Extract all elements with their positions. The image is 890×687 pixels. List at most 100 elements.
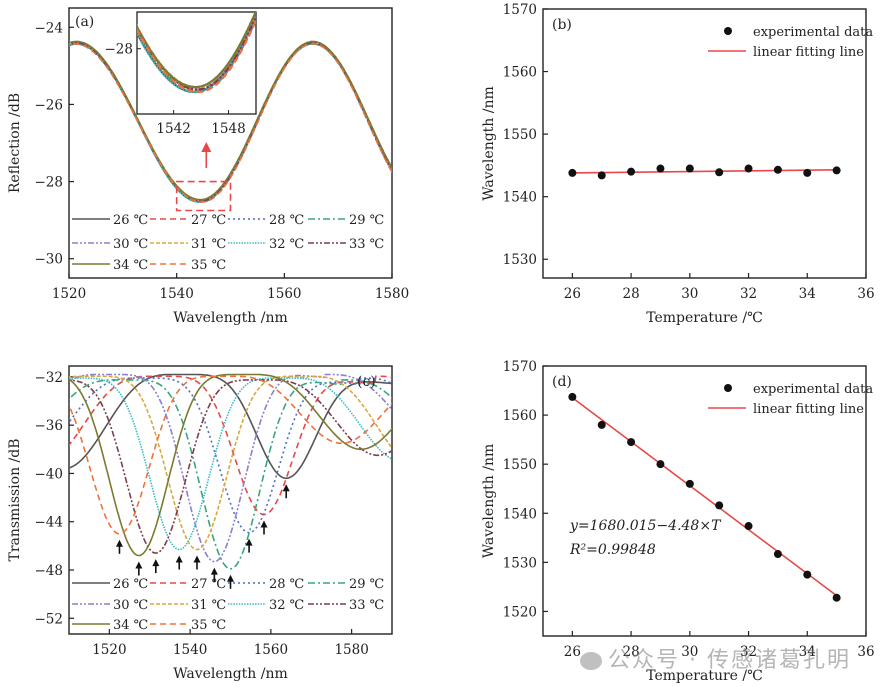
data-point [832,593,841,602]
y-tick-label: 1560 [503,65,537,81]
legend-label: 26 ℃ [113,213,148,228]
y-tick-label: 1530 [503,252,537,268]
legend-label: 34 ℃ [113,618,148,633]
y-tick-label: 1550 [503,127,537,143]
legend-label: 30 ℃ [113,598,148,613]
series-line-30 [69,373,392,563]
data-point [627,167,636,176]
wechat-icon [580,652,602,670]
x-tick-label: 26 [564,644,581,660]
y-axis-title: Reflection /dB [7,93,23,193]
plot-frame [68,7,393,279]
data-point [656,164,665,173]
data-point [568,392,577,401]
y-tick-label: 1570 [503,2,537,18]
data-point [685,164,694,173]
legend-label: 35 ℃ [191,618,226,633]
data-point [744,164,753,173]
inset-series-line [137,13,256,91]
panel-a: 1520 1540 1560 1580 −24 −26 −28 −30 Wavelength /… [7,7,409,326]
x-axis-title: Wavelength /nm [173,310,288,326]
dip-arrow-head [245,538,253,546]
data-point [715,501,724,510]
zoom-highlight-box [175,180,232,212]
dip-arrow-head [152,559,160,567]
dip-arrow-head [135,561,143,569]
dip-arrow-head [260,520,268,528]
data-point [773,165,782,174]
legend-label: 29 ℃ [349,577,384,592]
y-tick-label: 1530 [503,555,537,571]
series-line-26 [69,373,392,480]
x-tick-label: 1540 [159,286,193,302]
dip-arrow-head [282,484,290,492]
panel-label: (a) [75,14,94,30]
data-point [832,166,841,175]
y-tick-label: −28 [35,175,64,191]
y-tick-label: −52 [35,611,64,627]
panel-label: (c) [357,374,376,390]
data-point [803,168,812,177]
x-tick-label: 36 [857,286,874,302]
plot-frame [542,8,867,279]
x-tick-label: 1580 [334,642,368,658]
x-tick-label: 32 [740,644,757,660]
x-tick-label: 30 [681,286,698,302]
y-axis-title: Wavelength /nm [481,86,497,201]
data-point [803,570,812,579]
x-axis-title: Wavelength /nm [173,666,288,682]
legend-label: 27 ℃ [191,213,226,228]
series-group [69,40,392,203]
x-tick-label: 28 [622,286,639,302]
inset: 1542 1548 −28 [105,11,257,137]
series-line-32 [69,377,392,551]
y-axis-title: Wavelength /nm [481,444,497,559]
series-line-35 [69,43,392,203]
y-tick-label: −32 [35,370,64,386]
zoom-arrow-head [201,142,212,152]
legend-marker-experimental [724,27,732,35]
series-line-28 [69,377,392,534]
y-tick-label: 1570 [503,359,537,375]
legend-label: 32 ℃ [269,598,304,613]
dip-arrow-head [175,555,183,563]
legend-label: 35 ℃ [191,258,226,273]
panel-label: (b) [552,17,572,33]
dip-arrow-head [227,574,234,582]
y-tick-label: 1550 [503,457,537,473]
x-tick-label: 34 [799,286,816,302]
data-point [627,438,636,447]
series-line-27 [69,375,392,516]
series-line-34 [69,40,392,201]
y-tick-label: 1540 [503,190,537,206]
inset-x-tick-label: 1548 [211,121,245,137]
y-tick-label: −44 [35,515,64,531]
legend-label: 31 ℃ [191,237,226,252]
legend-label: 31 ℃ [191,598,226,613]
inset-x-tick-label: 1542 [156,121,190,137]
inset-series-line [137,12,256,94]
x-tick-label: 1580 [375,286,409,302]
data-point [773,550,782,559]
legend-label: 27 ℃ [191,577,226,592]
panel-label: (d) [552,374,572,390]
y-tick-label: 1540 [503,506,537,522]
y-tick-label: −48 [35,563,64,579]
legend-marker-experimental [724,384,732,392]
panel-c: 1520 1540 1560 1580 −32 −36 −40 −44 −48 −52 Wavele… [7,365,393,682]
x-tick-label: 32 [740,286,757,302]
legend-label: 33 ℃ [349,598,384,613]
data-point [744,522,753,531]
x-tick-label: 26 [564,286,581,302]
data-point [568,168,577,177]
plot-frame [68,365,393,635]
legend-label: 33 ℃ [349,237,384,252]
series-line-34 [69,373,392,557]
dip-arrow-head [193,555,201,563]
legend-label: 32 ℃ [269,237,304,252]
legend-label-experimental: experimental data [753,382,873,397]
x-tick-label: 28 [622,644,639,660]
y-tick-label: 1520 [503,604,537,620]
y-tick-label: −40 [35,466,64,482]
